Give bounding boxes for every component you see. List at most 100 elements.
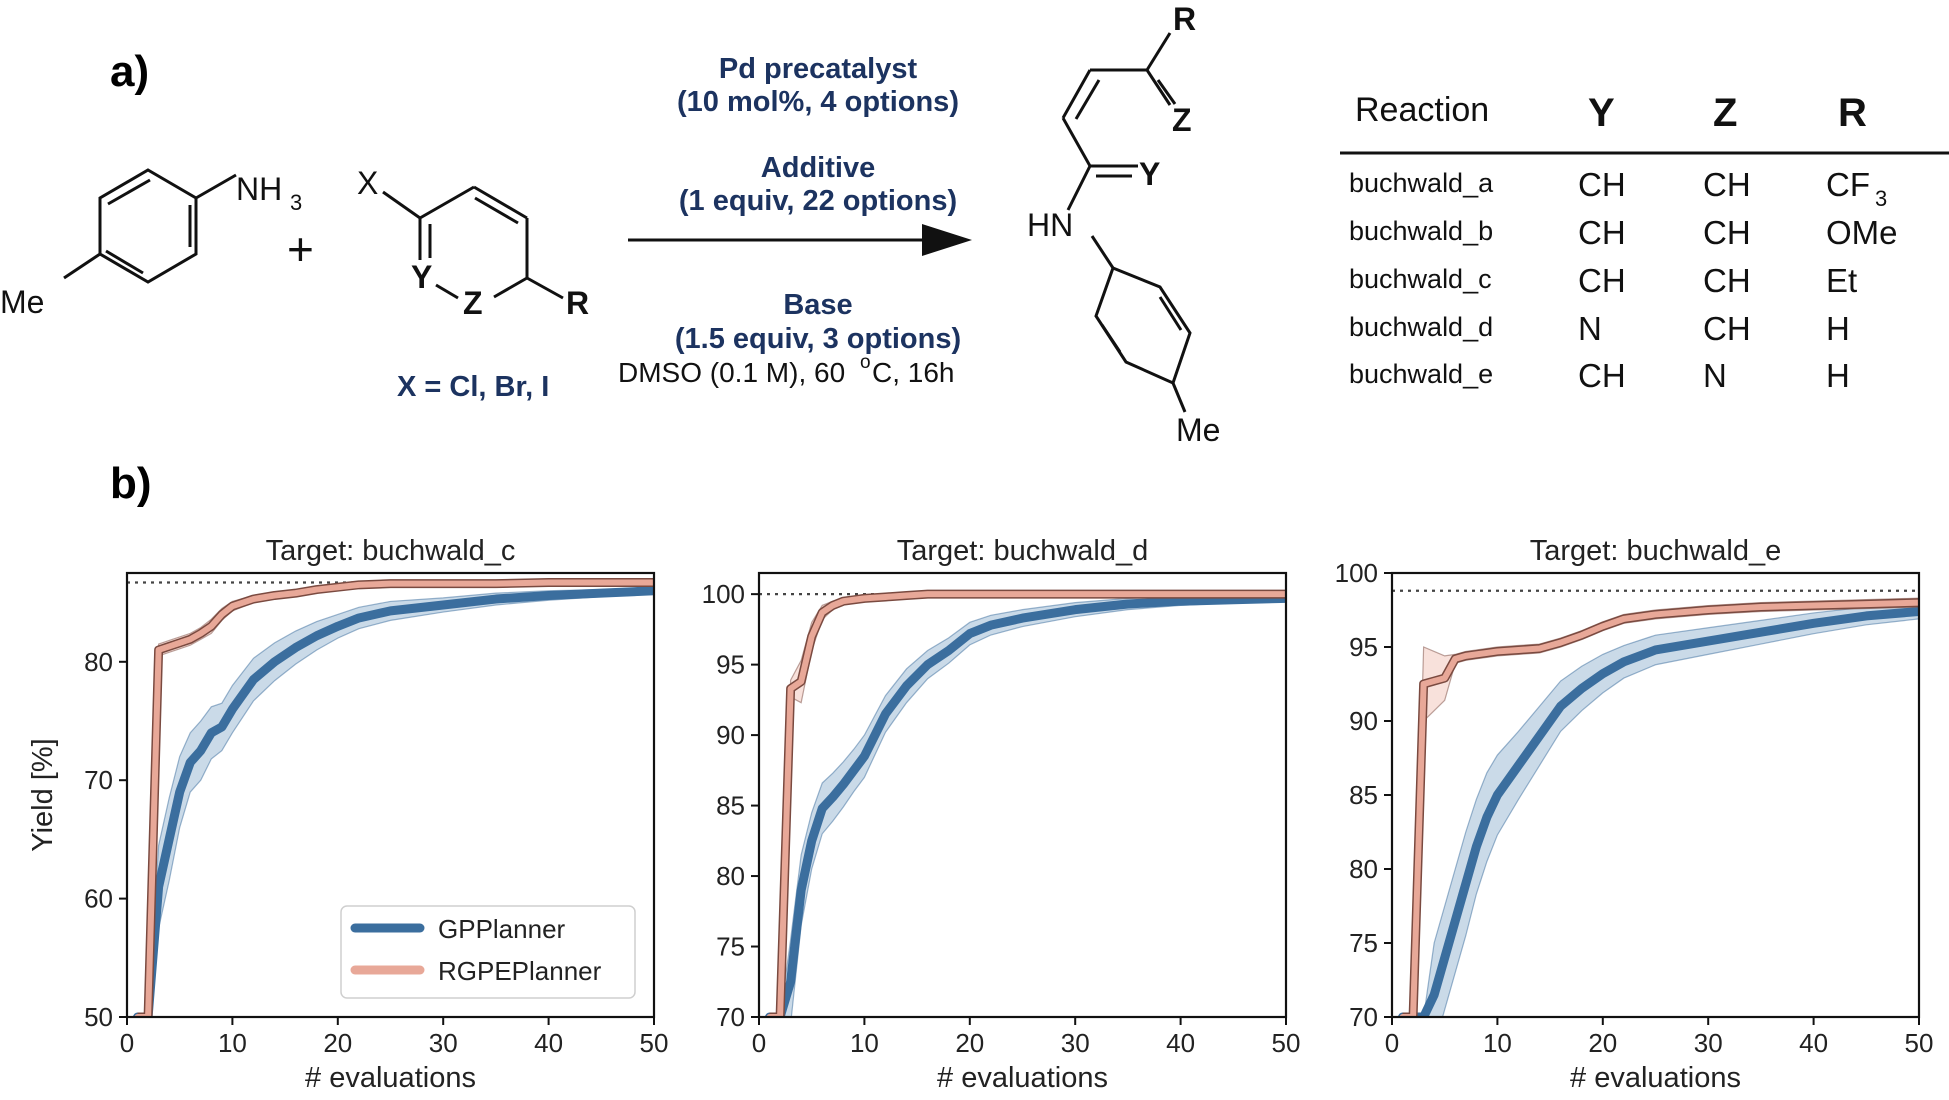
y-tick-label: 85 <box>1349 780 1378 810</box>
x-tick-label: 50 <box>640 1028 669 1058</box>
y-tick-label: 90 <box>716 720 745 750</box>
table-header-y: Y <box>1588 91 1615 135</box>
plot-area <box>127 577 654 1017</box>
table-cell-y: CH <box>1578 214 1626 251</box>
legend: GPPlanner RGPEPlanner <box>340 905 636 999</box>
halide-note: X = Cl, Br, I <box>397 371 549 403</box>
y-axis-label: Yield [%] <box>27 738 59 851</box>
table-header-reaction: Reaction <box>1355 91 1489 129</box>
halide-z-label: Z <box>463 285 483 321</box>
table-cell-z: CH <box>1703 166 1751 203</box>
table-header-z: Z <box>1713 91 1737 135</box>
table-cell-r: H <box>1826 310 1850 347</box>
x-tick-label: 0 <box>1385 1028 1399 1058</box>
y-tick-label: 80 <box>716 861 745 891</box>
chart-title: Target: buchwald_e <box>1530 535 1782 567</box>
product-y-label: Y <box>1139 156 1160 192</box>
table-cell-reaction: buchwald_a <box>1349 168 1494 198</box>
table-cell-r: CF <box>1826 166 1870 203</box>
series-line-rgpeplanner <box>766 591 1286 1017</box>
confidence-band-gpplanner <box>769 594 1286 1017</box>
x-tick-label: 10 <box>850 1028 879 1058</box>
halide-r-label: R <box>566 285 589 321</box>
confidence-band-rgpeplanner <box>769 593 1286 1017</box>
y-tick-label: 75 <box>716 932 745 962</box>
table-cell-reaction: buchwald_b <box>1349 216 1493 246</box>
base-detail: (1.5 equiv, 3 options) <box>675 323 961 355</box>
x-tick-label: 0 <box>120 1028 134 1058</box>
table-cell-r: Et <box>1826 262 1857 299</box>
panel-a-label: a) <box>110 47 149 96</box>
series-line-gpplanner <box>765 593 1286 1017</box>
x-tick-label: 10 <box>218 1028 247 1058</box>
table-cell-r-subscript: 3 <box>1875 186 1887 211</box>
y-tick-label: 70 <box>84 765 113 795</box>
legend-label-gpplanner: GPPlanner <box>438 914 566 944</box>
y-tick-label: 70 <box>1349 1002 1378 1032</box>
confidence-band-gpplanner <box>1402 603 1919 1017</box>
plot-area <box>759 589 1286 1017</box>
table-cell-reaction: buchwald_c <box>1349 264 1492 294</box>
y-tick-label: 60 <box>84 884 113 914</box>
x-tick-label: 30 <box>1694 1028 1723 1058</box>
amine-me-label: Me <box>0 284 44 320</box>
x-tick-label: 30 <box>429 1028 458 1058</box>
y-tick-label: 95 <box>716 650 745 680</box>
series-outline-rgpeplanner <box>769 589 1286 1017</box>
table-cell-y: CH <box>1578 166 1626 203</box>
pd-title: Pd precatalyst <box>719 53 918 85</box>
chart-panel-2: 0 10 20 30 40 50 70 75 80 85 90 95 100 Target: buchwa… <box>702 535 1301 1094</box>
table-cell-z: CH <box>1703 214 1751 251</box>
halide-y-label: Y <box>411 259 432 295</box>
y-tick-label: 85 <box>716 791 745 821</box>
plus-sign: + <box>287 223 314 275</box>
product-r-label: R <box>1173 1 1196 37</box>
additive-title: Additive <box>761 152 875 184</box>
y-tick-label: 80 <box>1349 854 1378 884</box>
y-tick-label: 90 <box>1349 706 1378 736</box>
y-tick-label: 75 <box>1349 928 1378 958</box>
x-tick-label: 50 <box>1905 1028 1934 1058</box>
axes-frame <box>757 571 1288 1019</box>
x-tick-label: 20 <box>1588 1028 1617 1058</box>
x-axis-label: # evaluations <box>937 1062 1108 1094</box>
x-axis-label: # evaluations <box>1570 1062 1741 1094</box>
series-line-gpplanner <box>1398 606 1919 1017</box>
halide-x-label: X <box>357 165 378 201</box>
chart-title: Target: buchwald_d <box>897 535 1149 567</box>
chart-panel-3: 0 10 20 30 40 50 70 75 80 85 90 95 100 Target: buchwa… <box>1335 535 1934 1094</box>
reaction-conditions: Pd precatalyst (10 mol%, 4 options) Addi… <box>618 53 972 388</box>
reaction-table: Reaction Y Z R buchwald_a CH CH CF 3 buchwald… <box>1340 91 1949 394</box>
chart-title: Target: buchwald_c <box>266 535 516 567</box>
series-line-gpplanner <box>133 586 654 1017</box>
base-title: Base <box>783 289 852 321</box>
x-tick-label: 20 <box>955 1028 984 1058</box>
table-cell-reaction: buchwald_e <box>1349 359 1493 389</box>
y-tick-label: 100 <box>702 579 745 609</box>
table-cell-z: N <box>1703 357 1727 394</box>
x-axis-label: # evaluations <box>305 1062 476 1094</box>
product-structure: R Z Y HN Me <box>1027 1 1220 448</box>
table-cell-r: OMe <box>1826 214 1898 251</box>
table-header-r: R <box>1838 91 1867 135</box>
legend-label-rgpeplanner: RGPEPlanner <box>438 956 602 986</box>
x-tick-label: 20 <box>323 1028 352 1058</box>
amine-nh3-subscript: 3 <box>290 190 302 215</box>
amine-nh3-label: NH <box>236 171 282 207</box>
table-cell-z: CH <box>1703 262 1751 299</box>
table-cell-r: H <box>1826 357 1850 394</box>
table-cell-reaction: buchwald_d <box>1349 312 1493 342</box>
amine-structure: NH 3 Me <box>0 168 302 320</box>
y-tick-label: 50 <box>84 1002 113 1032</box>
table-cell-y: CH <box>1578 262 1626 299</box>
axes-frame <box>125 571 656 1019</box>
x-tick-label: 50 <box>1272 1028 1301 1058</box>
additive-detail: (1 equiv, 22 options) <box>679 185 957 217</box>
panel-b-label: b) <box>110 459 152 508</box>
pd-detail: (10 mol%, 4 options) <box>677 86 959 118</box>
product-z-label: Z <box>1172 102 1192 138</box>
plot-area <box>1392 589 1919 1017</box>
x-tick-label: 30 <box>1061 1028 1090 1058</box>
x-tick-label: 40 <box>534 1028 563 1058</box>
